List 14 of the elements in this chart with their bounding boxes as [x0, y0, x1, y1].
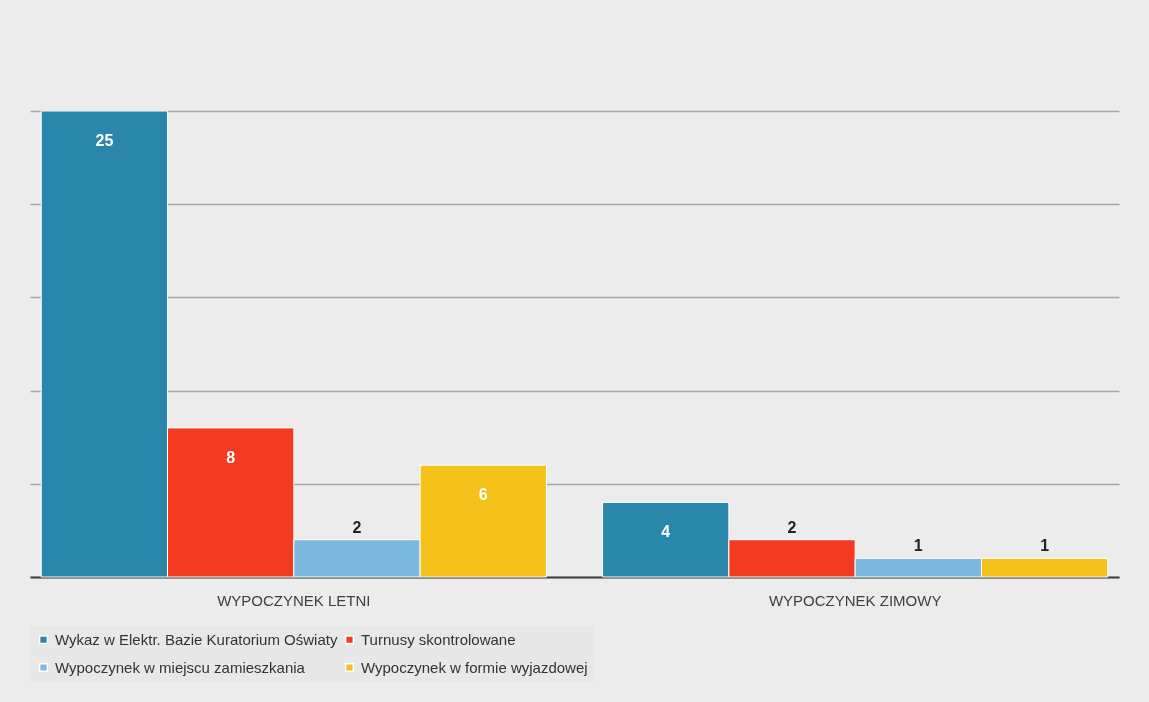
legend-label: Wypoczynek w formie wyjazdowej: [361, 658, 588, 676]
legend-label: Turnusy skontrolowane: [361, 630, 516, 648]
x-tick-label: WYPOCZYNEK LETNI: [217, 591, 371, 609]
data-label: 4: [661, 523, 671, 541]
data-label: 8: [226, 448, 236, 466]
legend-label: Wypoczynek w miejscu zamieszkania: [55, 658, 306, 676]
data-label: 1: [913, 537, 923, 555]
data-label: 1: [1040, 537, 1050, 555]
data-label: 6: [478, 486, 488, 504]
x-tick-label: WYPOCZYNEK ZIMOWY: [768, 591, 942, 609]
data-label: 25: [95, 132, 114, 149]
legend-label: Wykaz w Elektr. Bazie Kuratorium Oświaty: [55, 630, 338, 648]
data-label: 2: [787, 518, 797, 536]
data-label: 2: [352, 518, 362, 536]
